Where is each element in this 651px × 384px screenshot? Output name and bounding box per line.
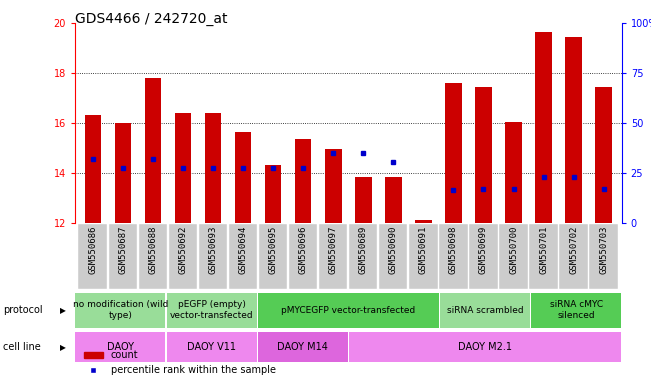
- Text: GSM550689: GSM550689: [359, 226, 368, 275]
- Text: GSM550703: GSM550703: [599, 226, 608, 275]
- Bar: [325, 149, 342, 223]
- Text: DAOY V11: DAOY V11: [187, 342, 236, 352]
- Bar: [319, 224, 348, 289]
- Bar: [235, 132, 251, 223]
- Bar: [596, 87, 612, 223]
- Text: GSM550690: GSM550690: [389, 226, 398, 275]
- Bar: [505, 122, 522, 223]
- Text: GSM550686: GSM550686: [89, 226, 98, 275]
- Text: GSM550697: GSM550697: [329, 226, 338, 275]
- Text: GSM550694: GSM550694: [239, 226, 247, 275]
- Bar: [169, 224, 197, 289]
- Bar: [355, 177, 372, 223]
- Bar: [145, 78, 161, 223]
- Bar: [559, 224, 588, 289]
- Text: GSM550702: GSM550702: [569, 226, 578, 275]
- Bar: [85, 115, 101, 223]
- Bar: [167, 293, 256, 328]
- Bar: [529, 224, 558, 289]
- Bar: [167, 332, 256, 362]
- Text: ▶: ▶: [60, 343, 66, 352]
- Legend: count, percentile rank within the sample: count, percentile rank within the sample: [79, 346, 280, 379]
- Text: DAOY M14: DAOY M14: [277, 342, 328, 352]
- Bar: [535, 32, 552, 223]
- Bar: [79, 224, 107, 289]
- Bar: [440, 293, 530, 328]
- Bar: [229, 224, 257, 289]
- Text: GSM550688: GSM550688: [148, 226, 158, 275]
- Bar: [475, 87, 492, 223]
- Text: GSM550696: GSM550696: [299, 226, 308, 275]
- Text: DAOY M2.1: DAOY M2.1: [458, 342, 512, 352]
- Bar: [295, 139, 311, 223]
- Text: GSM550699: GSM550699: [479, 226, 488, 275]
- Bar: [445, 83, 462, 223]
- Bar: [139, 224, 167, 289]
- Bar: [499, 224, 528, 289]
- Bar: [589, 224, 618, 289]
- Text: cell line: cell line: [3, 342, 41, 352]
- Text: GSM550693: GSM550693: [208, 226, 217, 275]
- Bar: [205, 113, 221, 223]
- Bar: [379, 224, 408, 289]
- Bar: [258, 293, 439, 328]
- Bar: [115, 123, 132, 223]
- Bar: [174, 113, 191, 223]
- Bar: [349, 224, 378, 289]
- Text: siRNA scrambled: siRNA scrambled: [447, 306, 523, 314]
- Text: GSM550691: GSM550691: [419, 226, 428, 275]
- Bar: [76, 293, 165, 328]
- Text: GSM550695: GSM550695: [269, 226, 278, 275]
- Bar: [469, 224, 497, 289]
- Text: GSM550700: GSM550700: [509, 226, 518, 275]
- Bar: [349, 332, 621, 362]
- Text: GSM550701: GSM550701: [539, 226, 548, 275]
- Bar: [385, 177, 402, 223]
- Text: siRNA cMYC
silenced: siRNA cMYC silenced: [549, 300, 603, 320]
- Bar: [109, 224, 137, 289]
- Text: GSM550687: GSM550687: [118, 226, 128, 275]
- Bar: [415, 220, 432, 223]
- Bar: [531, 293, 621, 328]
- Text: GSM550698: GSM550698: [449, 226, 458, 275]
- Text: DAOY: DAOY: [107, 342, 134, 352]
- Bar: [76, 332, 165, 362]
- Text: ▶: ▶: [60, 306, 66, 314]
- Text: protocol: protocol: [3, 305, 43, 315]
- Bar: [258, 224, 287, 289]
- Text: pMYCEGFP vector-transfected: pMYCEGFP vector-transfected: [281, 306, 415, 314]
- Bar: [258, 332, 348, 362]
- Bar: [199, 224, 227, 289]
- Bar: [565, 37, 582, 223]
- Text: no modification (wild
type): no modification (wild type): [73, 300, 168, 320]
- Text: pEGFP (empty)
vector-transfected: pEGFP (empty) vector-transfected: [170, 300, 253, 320]
- Bar: [409, 224, 437, 289]
- Bar: [289, 224, 317, 289]
- Bar: [265, 165, 281, 223]
- Bar: [439, 224, 467, 289]
- Text: GSM550692: GSM550692: [178, 226, 187, 275]
- Text: GDS4466 / 242720_at: GDS4466 / 242720_at: [75, 12, 227, 25]
